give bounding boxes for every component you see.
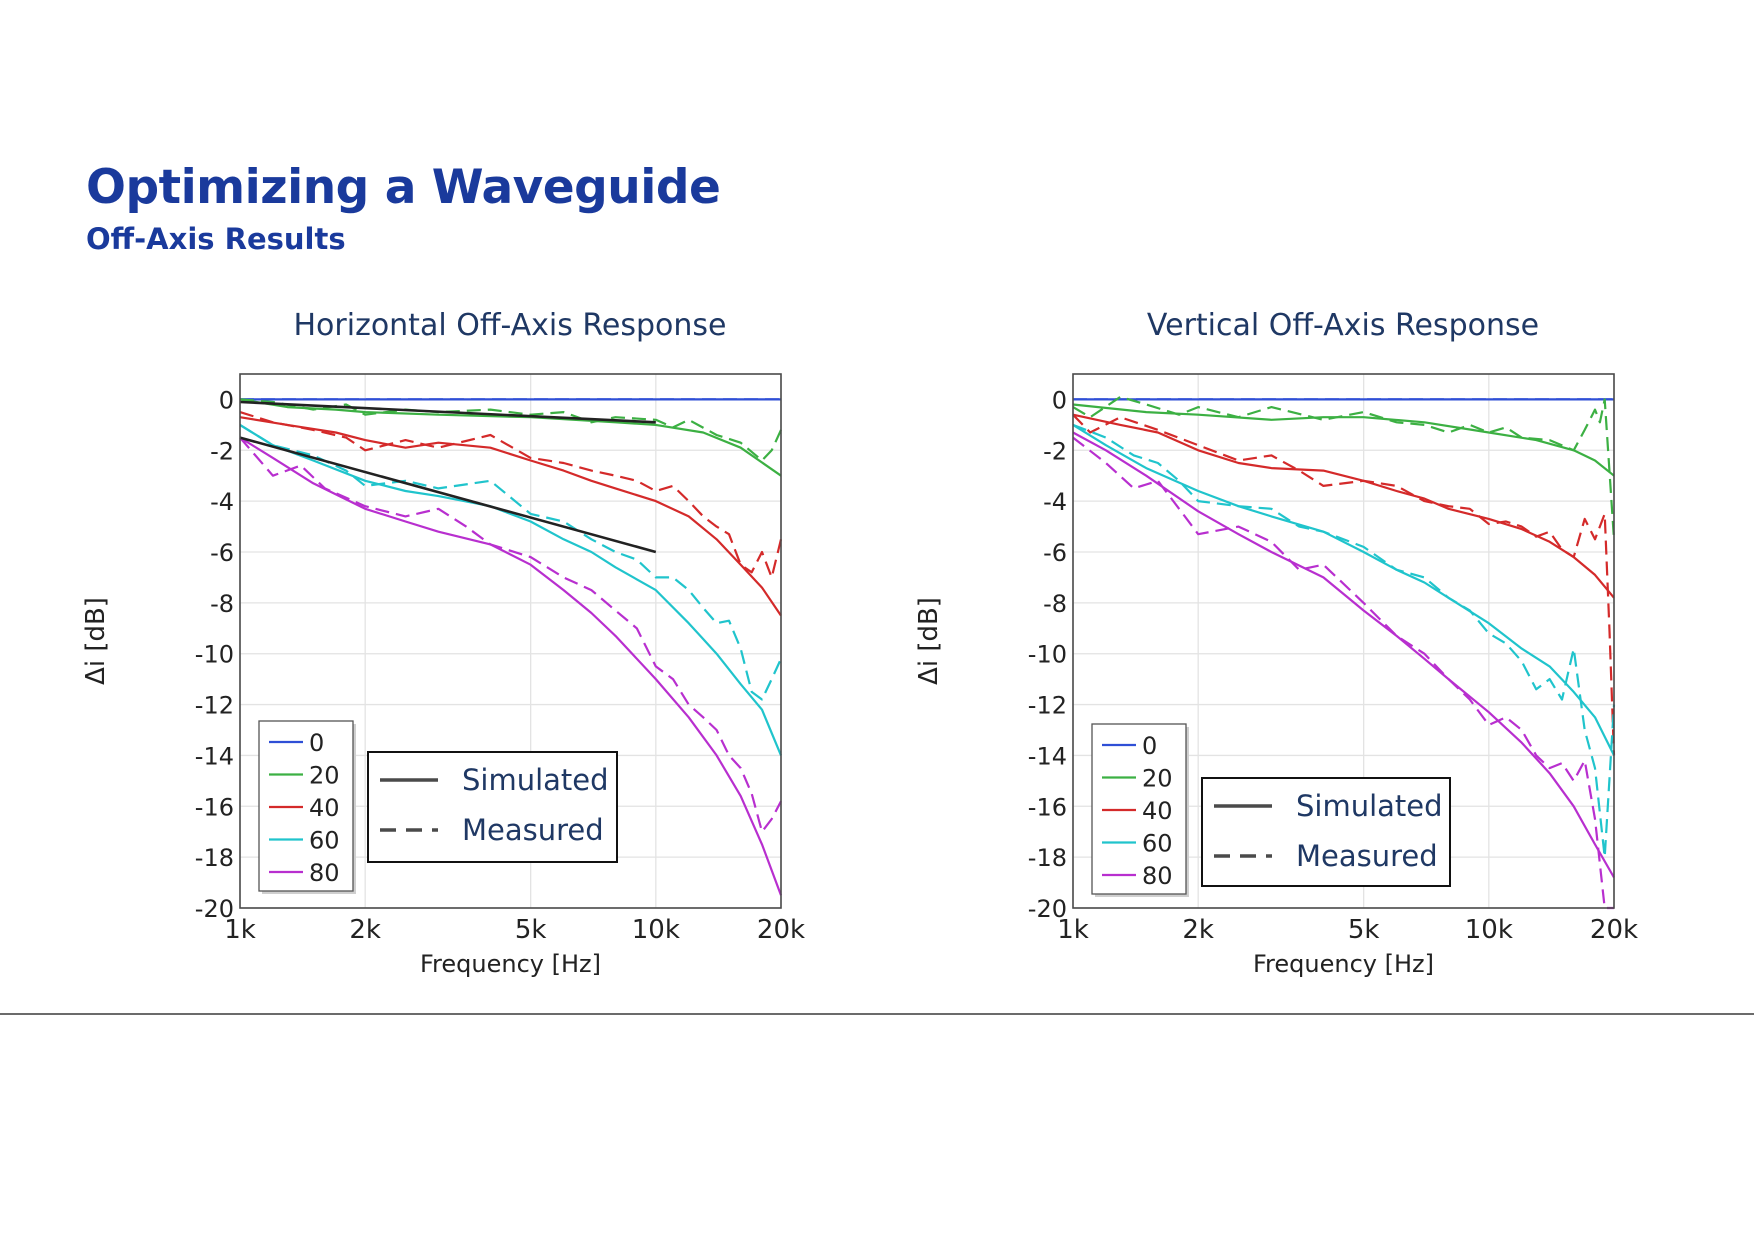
- series-80-measured: [239, 436, 782, 833]
- plot-frame: [1072, 373, 1615, 909]
- legend-label-20: 20: [1142, 765, 1173, 793]
- legend-label-80: 80: [1142, 862, 1173, 890]
- legend-label-40: 40: [309, 794, 340, 822]
- y-tick-label: -20: [1028, 895, 1067, 923]
- legend-label-20: 20: [309, 762, 340, 790]
- series-20-measured: [1072, 395, 1616, 540]
- vertical-chart-title: Vertical Off-Axis Response: [1146, 308, 1540, 343]
- slide-title: Optimizing a Waveguide: [86, 160, 721, 215]
- x-tick-label: 20k: [1590, 915, 1638, 945]
- y-tick-label: -10: [195, 641, 234, 669]
- y-tick-label: -16: [1028, 793, 1067, 821]
- y-axis-label: Δi [dB]: [914, 597, 944, 685]
- y-tick-label: -12: [195, 692, 234, 720]
- series-group: [239, 398, 783, 896]
- y-tick-label: -2: [1043, 437, 1067, 465]
- x-tick-label: 5k: [515, 915, 547, 945]
- y-tick-label: -2: [210, 437, 234, 465]
- x-tick-label: 10k: [1465, 915, 1513, 945]
- style-legend: Simulated Measured: [1201, 777, 1451, 887]
- series-40-measured: [239, 411, 783, 579]
- y-axis-label: Δi [dB]: [81, 597, 111, 685]
- y-tick-label: -14: [1028, 742, 1067, 770]
- series-60-measured: [1072, 423, 1616, 859]
- style-legend-box: [367, 751, 618, 863]
- x-tick-label: 1k: [224, 915, 256, 945]
- legend-label-0: 0: [309, 729, 324, 757]
- y-tick-label: -10: [1028, 641, 1067, 669]
- x-tick-label: 2k: [1182, 915, 1214, 945]
- horizontal-chart-title: Horizontal Off-Axis Response: [293, 308, 727, 343]
- x-tick-label: 5k: [1348, 915, 1380, 945]
- legend-label-measured: Measured: [1296, 839, 1438, 873]
- y-tick-label: -20: [195, 895, 234, 923]
- footer-divider: [0, 1013, 1754, 1015]
- series-40-simulated: [1072, 413, 1615, 599]
- y-tick-label: -4: [1043, 488, 1067, 516]
- y-tick-label: -8: [1043, 590, 1067, 618]
- legend-label-80: 80: [309, 859, 340, 887]
- x-tick-label: 20k: [757, 915, 805, 945]
- legend-label-simulated: Simulated: [1296, 789, 1443, 823]
- legend-label-60: 60: [1142, 830, 1173, 858]
- y-tick-label: -18: [195, 844, 234, 872]
- plot-frame: [239, 373, 782, 909]
- x-tick-label: 2k: [349, 915, 381, 945]
- y-tick-label: -8: [210, 590, 234, 618]
- legend-label-measured: Measured: [462, 813, 604, 847]
- series-40-measured: [1072, 413, 1616, 756]
- angle-legend: 0 20 40 60 80: [1091, 723, 1189, 897]
- series-80-measured: [1072, 436, 1614, 910]
- series-60-measured: [239, 423, 783, 701]
- angle-legend: 0 20 40 60 80: [258, 720, 356, 894]
- slide-subtitle: Off-Axis Results: [86, 222, 346, 256]
- series-40-simulated: [239, 416, 782, 617]
- x-axis-label: Frequency [Hz]: [420, 950, 601, 978]
- y-tick-label: -12: [1028, 692, 1067, 720]
- style-legend: Simulated Measured: [367, 751, 618, 863]
- legend-label-0: 0: [1142, 732, 1157, 760]
- x-axis-label: Frequency [Hz]: [1253, 950, 1434, 978]
- y-tick-label: -18: [1028, 844, 1067, 872]
- series-20-simulated: [1072, 403, 1615, 477]
- y-tick-label: 0: [219, 386, 234, 414]
- x-tick-label: 10k: [632, 915, 680, 945]
- legend-label-60: 60: [309, 827, 340, 855]
- style-legend-box: [1201, 777, 1451, 887]
- series-60-simulated: [239, 423, 783, 756]
- series-group: [1072, 395, 1616, 910]
- y-tick-label: -6: [210, 539, 234, 567]
- legend-label-40: 40: [1142, 797, 1173, 825]
- x-tick-label: 1k: [1057, 915, 1089, 945]
- y-tick-label: -6: [1043, 539, 1067, 567]
- series-80-simulated: [1072, 431, 1615, 879]
- y-tick-label: -14: [195, 742, 234, 770]
- y-tick-label: 0: [1052, 386, 1067, 414]
- trend-line: [239, 400, 656, 424]
- legend-label-simulated: Simulated: [462, 763, 609, 797]
- series-80-simulated: [239, 436, 783, 896]
- y-tick-label: -4: [210, 488, 234, 516]
- y-tick-label: -16: [195, 793, 234, 821]
- trend-line: [239, 436, 657, 554]
